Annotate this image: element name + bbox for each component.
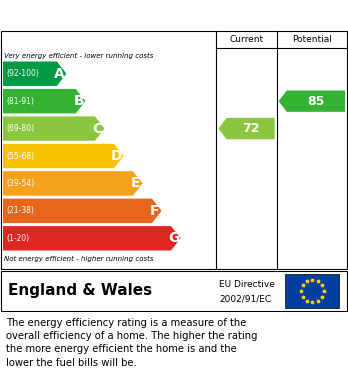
Polygon shape — [3, 199, 161, 223]
Polygon shape — [3, 117, 104, 141]
Polygon shape — [3, 61, 66, 86]
Polygon shape — [219, 118, 275, 139]
Text: D: D — [111, 149, 122, 163]
Text: (81-91): (81-91) — [6, 97, 34, 106]
Text: (39-54): (39-54) — [6, 179, 34, 188]
Bar — [285, 274, 339, 308]
Text: EU Directive: EU Directive — [219, 280, 275, 289]
Text: Potential: Potential — [292, 34, 332, 43]
Polygon shape — [3, 171, 143, 196]
Text: Not energy efficient - higher running costs: Not energy efficient - higher running co… — [4, 256, 153, 262]
Text: 72: 72 — [242, 122, 259, 135]
Text: G: G — [168, 231, 180, 245]
Text: 85: 85 — [307, 95, 325, 108]
Text: C: C — [93, 122, 103, 136]
Polygon shape — [3, 144, 124, 168]
Text: Energy Efficiency Rating: Energy Efficiency Rating — [8, 7, 218, 23]
Text: (55-68): (55-68) — [6, 151, 34, 160]
Text: 2002/91/EC: 2002/91/EC — [219, 294, 271, 303]
Polygon shape — [3, 89, 86, 113]
Text: (21-38): (21-38) — [6, 206, 34, 215]
Text: F: F — [150, 204, 160, 218]
Text: E: E — [131, 176, 141, 190]
Text: (1-20): (1-20) — [6, 234, 29, 243]
Polygon shape — [279, 90, 345, 112]
Text: B: B — [73, 94, 84, 108]
Text: The energy efficiency rating is a measure of the
overall efficiency of a home. T: The energy efficiency rating is a measur… — [6, 318, 258, 368]
Text: Very energy efficient - lower running costs: Very energy efficient - lower running co… — [4, 53, 153, 59]
Text: (69-80): (69-80) — [6, 124, 34, 133]
Text: A: A — [54, 67, 65, 81]
Text: Current: Current — [229, 34, 264, 43]
Text: (92-100): (92-100) — [6, 69, 39, 78]
Polygon shape — [3, 226, 181, 251]
Text: England & Wales: England & Wales — [8, 283, 152, 298]
